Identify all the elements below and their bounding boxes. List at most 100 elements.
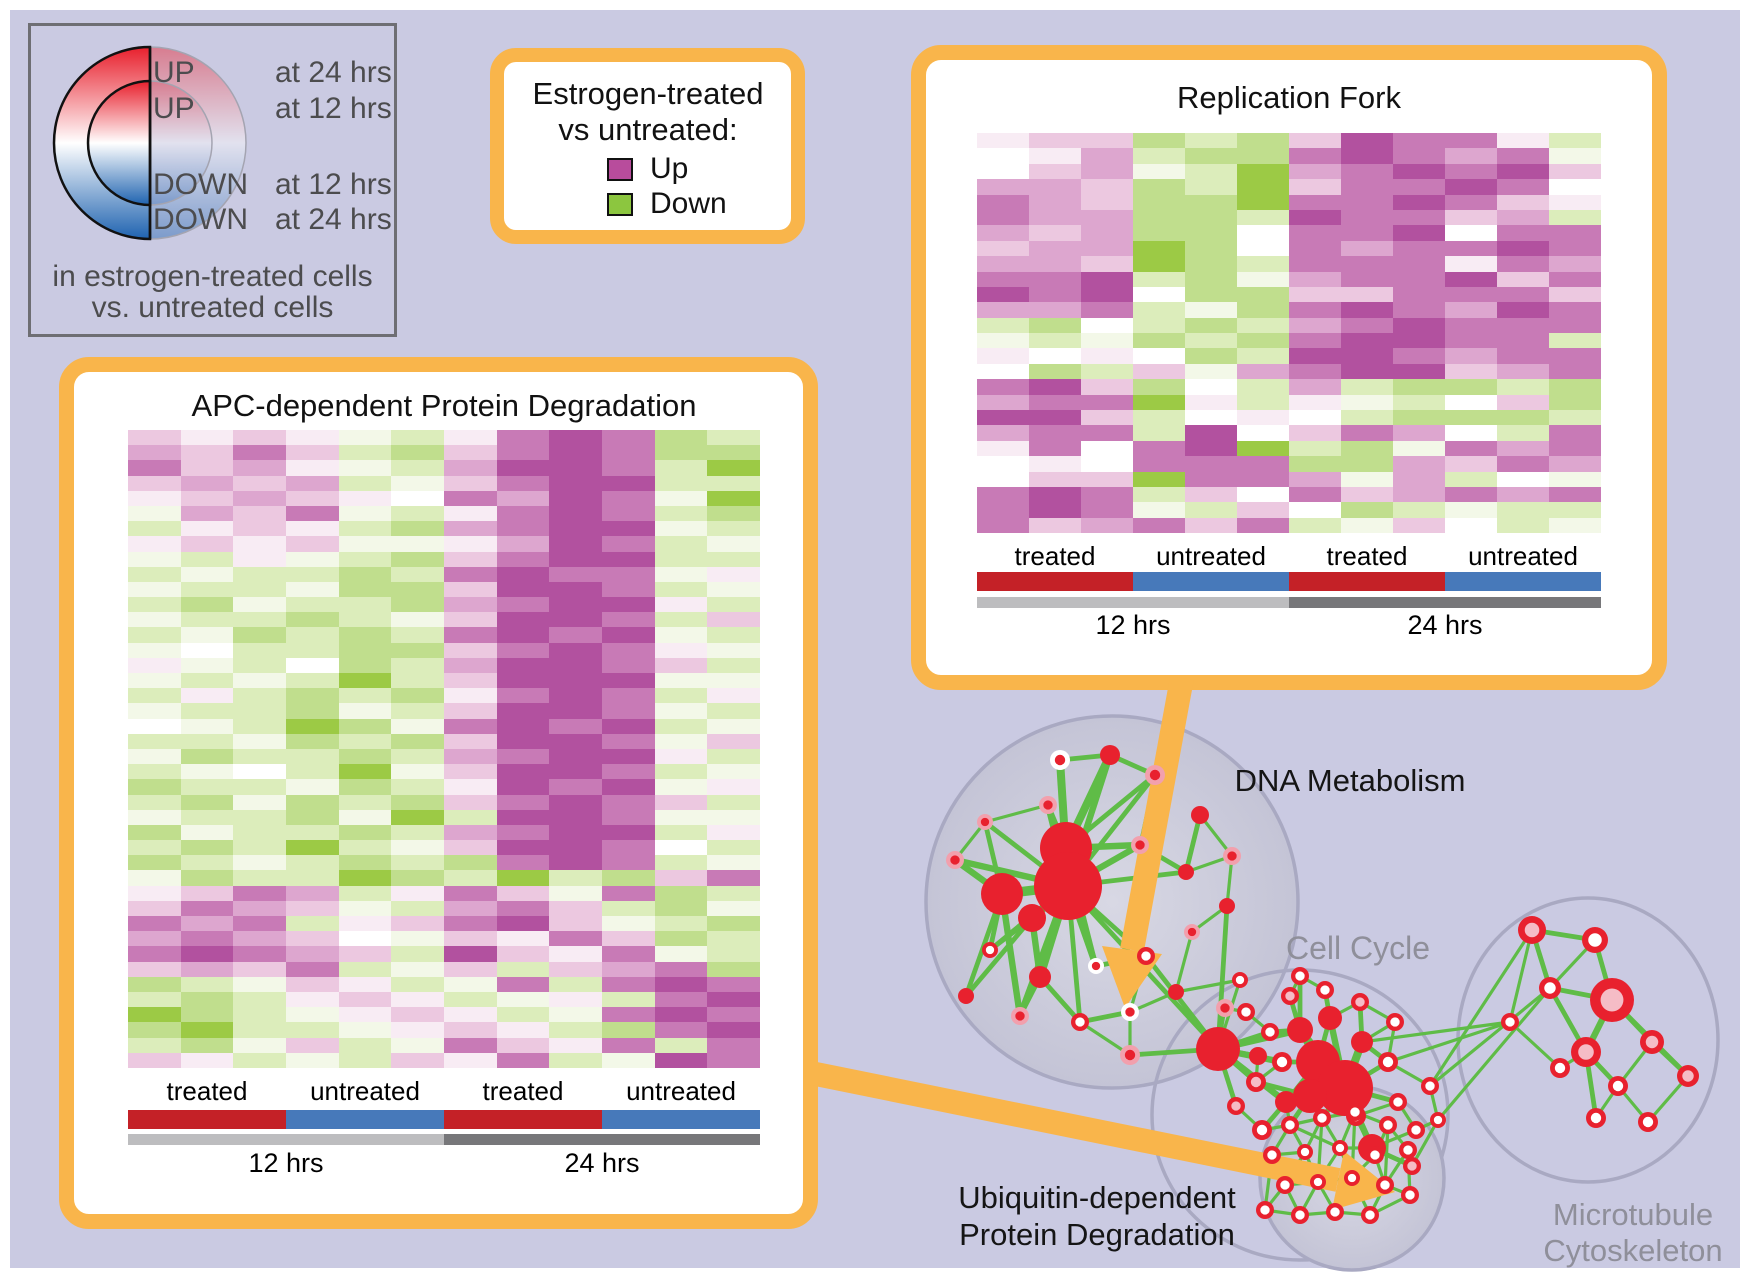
down-swatch-label: Down [650,187,727,220]
heatmap-row [128,551,761,567]
heatmap-row [977,379,1601,395]
rf-untreated-bar-12 [1133,572,1289,591]
heatmap-row [128,642,761,658]
apc-degradation-title: APC-dependent Protein Degradation [191,388,697,423]
rf-untreated-2-label: untreated [1468,541,1578,571]
down-swatch-icon [607,192,633,216]
heatmap-row [128,991,761,1008]
faded-right-half [149,46,247,240]
color-key-title-line2: vs untreated: [558,112,738,147]
apc-untreated-bar-12 [286,1110,444,1129]
heatmap-row [977,502,1601,518]
heatmap-row [977,302,1601,318]
apc-12hr-bar [128,1134,444,1145]
apc-12hr-label: 12 hrs [248,1148,324,1178]
legend-footer-line2: vs. untreated cells [91,291,334,324]
dna-metabolism-label: DNA Metabolism [1234,763,1466,798]
cell-cycle-label: Cell Cycle [1285,930,1431,966]
apc-treated-bar-24 [444,1110,602,1129]
legend-down-12: DOWN [153,168,248,201]
replication-fork-time-bars [977,597,1601,608]
apc-24hr-label: 24 hrs [564,1148,640,1178]
ubiquitin-label-line2: Protein Degradation [959,1217,1235,1252]
heatmap-row [977,179,1601,195]
heatmap-row [977,333,1601,349]
rf-untreated-bar-24 [1445,572,1601,591]
heatmap-row [977,148,1601,164]
apc-untreated-2-label: untreated [626,1076,736,1106]
heatmap-row [128,885,761,901]
heatmap-row [128,840,761,856]
legend-up-24-time: at 24 hrs [275,56,392,89]
replication-fork-time-labels: 12 hrs 24 hrs [977,610,1601,641]
heatmap-row [128,900,761,916]
rf-12hr-bar [977,597,1289,608]
heatmap-row [977,440,1601,457]
apc-treated-2-label: treated [482,1076,564,1106]
heatmap-row [128,612,761,628]
heatmap-row [128,855,761,871]
heatmap-row [128,627,761,643]
apc-condition-bars [128,1110,760,1129]
heatmap-row [977,271,1601,287]
heatmap-row [977,286,1601,303]
heatmap-row [128,976,761,992]
expression-direction-legend-box [28,23,397,337]
rf-untreated-1-label: untreated [1156,541,1266,571]
heatmap-row [977,348,1601,364]
color-key-title-line1: Estrogen-treated [532,76,764,111]
heatmap-row [128,779,761,795]
legend-footer-line1: in estrogen-treated cells [52,260,373,293]
heatmap-row [128,1022,761,1038]
heatmap-row [128,946,761,962]
microtubule-label-line1: Microtubule [1552,1197,1714,1232]
heatmap-row [977,456,1601,472]
heatmap-row [128,961,761,977]
apc-24hr-bar [444,1134,760,1145]
apc-untreated-bar-24 [602,1110,760,1129]
concentric-circle-key [52,45,247,241]
rf-24hr-label: 24 hrs [1407,610,1483,640]
heatmap-row [128,566,761,582]
rf-treated-bar-12 [977,572,1133,591]
heatmap-row [128,657,761,673]
legend-down-12-time: at 12 hrs [275,168,392,201]
heatmap-row [128,688,761,704]
heatmap-row [128,445,761,461]
heatmap-row [128,794,761,810]
apc-treated-1-label: treated [166,1076,248,1106]
heatmap-row [977,317,1601,334]
heatmap-row [977,410,1601,426]
heatmap-row [128,824,761,841]
legend-down-24-time: at 24 hrs [275,203,392,236]
legend-up-24: UP [153,56,195,89]
apc-treated-bar-12 [128,1110,286,1129]
heatmap-row [128,521,761,537]
color-key-down-row: Down [607,187,727,221]
heatmap-row [128,1007,761,1023]
heatmap-row [128,1037,761,1053]
heatmap-row [128,748,761,765]
heatmap-row [977,363,1601,380]
heatmap-row [128,703,761,719]
heatmap-row [128,931,761,947]
heatmap-row [977,517,1601,534]
heatmap-row [977,471,1601,487]
solid-left-half [52,45,152,241]
heatmap-row [977,394,1601,411]
heatmap-row [977,225,1601,241]
heatmap-row [977,194,1601,210]
up-swatch-label: Up [650,152,689,185]
color-key-up-row: Up [607,152,688,186]
heatmap-row [128,916,761,932]
apc-condition-labels: treated untreated treated untreated [128,1076,760,1107]
heatmap-row [977,163,1601,180]
up-swatch-icon [607,157,633,181]
heatmap-row [128,809,761,825]
heatmap-row [977,133,1601,149]
legend-down-24: DOWN [153,203,248,236]
heatmap-row [128,581,761,598]
heatmap-row [977,256,1601,272]
ubiquitin-label-line1: Ubiquitin-dependent [958,1180,1236,1215]
